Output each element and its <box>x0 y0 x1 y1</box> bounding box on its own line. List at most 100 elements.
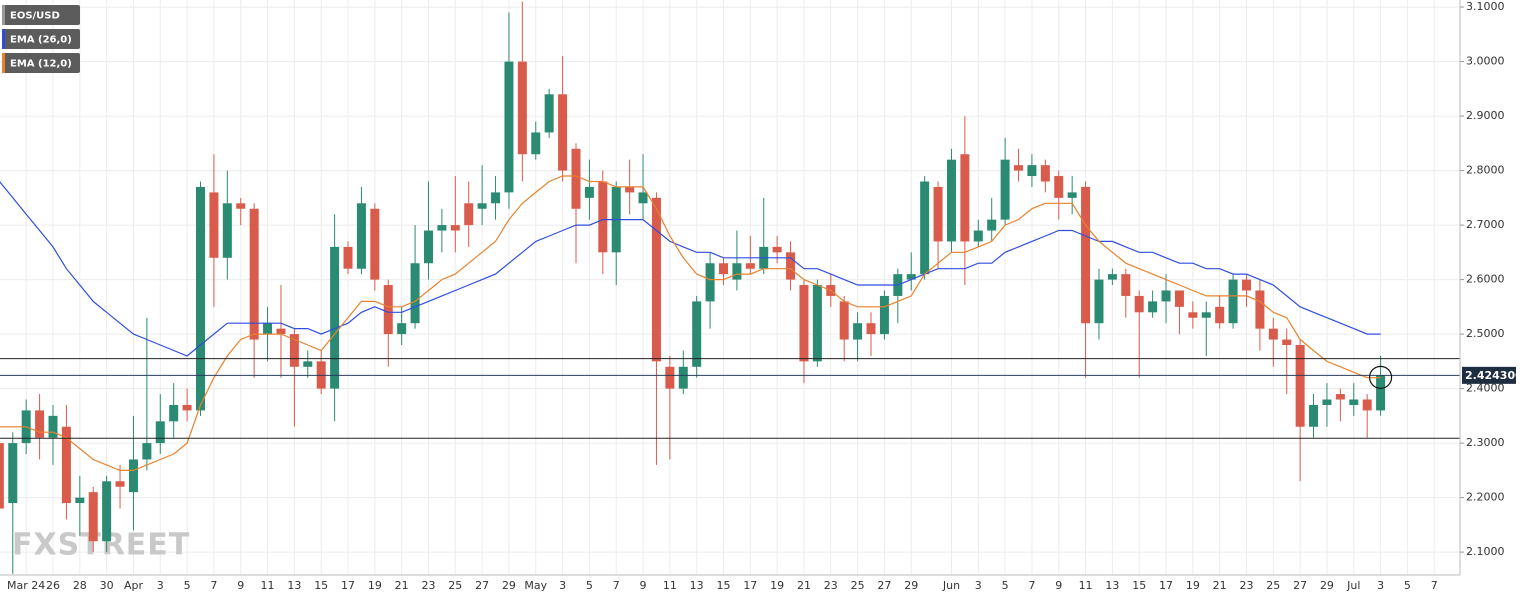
x-tick-label: 27 <box>877 579 891 592</box>
candle-body <box>973 230 983 242</box>
legend-box <box>2 29 80 49</box>
candle-body <box>1027 165 1037 177</box>
candle-body <box>8 443 18 504</box>
candle-body <box>906 274 916 280</box>
legend-swatch <box>2 53 5 73</box>
candle-body <box>772 246 782 253</box>
candle-body <box>933 186 943 242</box>
x-tick-label: 30 <box>100 579 114 592</box>
legend-label: EOS/USD <box>10 11 60 22</box>
x-tick-label: 17 <box>743 579 757 592</box>
x-tick-label: 9 <box>237 579 244 592</box>
x-tick-label: 23 <box>1239 579 1253 592</box>
candle-body <box>383 285 393 335</box>
legend-swatch <box>2 29 5 49</box>
x-tick-label: 23 <box>824 579 838 592</box>
candle-body <box>1040 165 1050 182</box>
candle-body <box>1241 279 1251 291</box>
candle-body <box>1174 290 1184 307</box>
candle-body <box>1081 186 1091 324</box>
x-tick-label: 7 <box>1028 579 1035 592</box>
candle-body <box>263 323 273 335</box>
candle-body <box>236 203 246 209</box>
candle-body <box>987 219 997 231</box>
x-tick-label: Jun <box>942 579 960 592</box>
candle-body <box>289 334 299 367</box>
x-tick-label: 3 <box>157 579 164 592</box>
candle-body <box>1349 399 1359 405</box>
y-tick-label: 3.1000 <box>1466 0 1505 13</box>
x-tick-label: 27 <box>475 579 489 592</box>
y-tick-label: 2.9000 <box>1466 109 1505 122</box>
x-tick-label: 17 <box>341 579 355 592</box>
candle-body <box>437 225 447 231</box>
x-tick-label: 5 <box>1404 579 1411 592</box>
y-tick-label: 2.3000 <box>1466 436 1505 449</box>
legend-box <box>2 53 80 73</box>
x-tick-label: 13 <box>287 579 301 592</box>
candle-body <box>464 203 474 226</box>
candle-body <box>75 497 85 504</box>
x-tick-label: 3 <box>559 579 566 592</box>
y-tick-label: 3.0000 <box>1466 55 1505 68</box>
candle-body <box>544 94 554 133</box>
candle-body <box>343 246 353 269</box>
candle-body <box>1255 290 1265 329</box>
candle-body <box>276 328 286 335</box>
candle-body <box>61 426 71 504</box>
legend-swatch <box>2 5 5 25</box>
candle-body <box>88 492 98 542</box>
candle-body <box>1054 176 1064 198</box>
candle-body <box>1215 306 1225 324</box>
candle-body <box>182 404 192 411</box>
candle-body <box>1201 312 1211 318</box>
x-tick-label: Mar 24 <box>7 579 45 592</box>
candle-body <box>531 132 541 155</box>
x-tick-label: 11 <box>261 579 275 592</box>
x-tick-label: 3 <box>975 579 982 592</box>
x-tick-label: 11 <box>1079 579 1093 592</box>
y-tick-label: 2.4000 <box>1466 382 1505 395</box>
candle-body <box>946 159 956 242</box>
candle-body <box>477 203 487 209</box>
candle-body <box>1335 394 1345 400</box>
candle-body <box>1000 159 1010 220</box>
candle-body <box>1228 279 1238 324</box>
candle-body <box>598 181 608 253</box>
plot-area <box>0 0 1460 575</box>
x-tick-label: 5 <box>184 579 191 592</box>
candle-body <box>196 186 206 411</box>
candle-body <box>330 246 340 389</box>
x-tick-label: 5 <box>586 579 593 592</box>
candle-body <box>1148 301 1158 313</box>
x-tick-label: 15 <box>1132 579 1146 592</box>
y-tick-label: 2.2000 <box>1466 491 1505 504</box>
x-tick-label: 11 <box>663 579 677 592</box>
x-tick-label: 13 <box>690 579 704 592</box>
candle-body <box>1268 328 1278 340</box>
legend-box <box>2 5 80 25</box>
candle-body <box>1322 399 1332 405</box>
y-tick-label: 2.6000 <box>1466 273 1505 286</box>
x-tick-label: 5 <box>1002 579 1009 592</box>
x-tick-label: 21 <box>395 579 409 592</box>
x-tick-label: May <box>524 579 547 592</box>
candle-body <box>1134 295 1144 313</box>
candle-body <box>866 323 876 335</box>
y-tick-label: 2.1000 <box>1466 545 1505 558</box>
candle-body <box>786 252 796 280</box>
x-tick-label: 27 <box>1293 579 1307 592</box>
candle-body <box>491 192 501 204</box>
current-price-label: 2.424300 <box>1465 369 1523 382</box>
candle-body <box>732 263 742 280</box>
candle-body <box>584 186 594 198</box>
x-tick-label: 19 <box>770 579 784 592</box>
y-tick-label: 2.5000 <box>1466 327 1505 340</box>
candle-body <box>128 459 138 493</box>
candle-body <box>1309 404 1319 427</box>
x-tick-label: 15 <box>314 579 328 592</box>
candle-body <box>558 94 568 171</box>
candle-body <box>839 301 849 340</box>
ema-line <box>0 175 1381 471</box>
